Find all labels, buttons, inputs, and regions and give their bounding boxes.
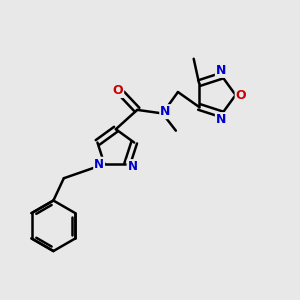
Text: N: N bbox=[128, 160, 137, 173]
Text: O: O bbox=[236, 88, 246, 101]
Text: N: N bbox=[94, 158, 104, 171]
Text: N: N bbox=[216, 113, 226, 126]
Text: N: N bbox=[216, 64, 226, 77]
Text: N: N bbox=[160, 105, 171, 118]
Text: O: O bbox=[112, 84, 123, 97]
